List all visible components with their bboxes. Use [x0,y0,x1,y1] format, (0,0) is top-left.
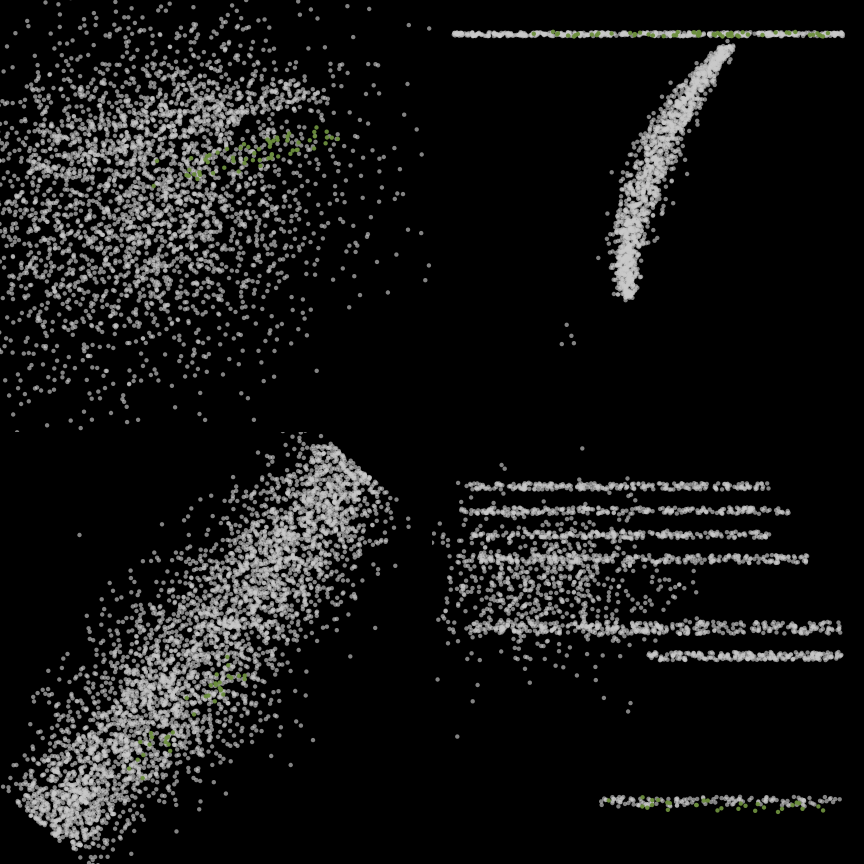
panel-bottom-right [432,432,864,864]
scatter-svg-bottom-left [0,432,432,864]
series-background [0,0,432,432]
panel-bottom-left [0,432,432,864]
scatter-svg-top-left [0,0,432,432]
panel-top-right [432,0,864,432]
scatter-svg-bottom-right [432,432,864,864]
scatter-svg-top-right [432,0,864,432]
series-background [0,432,411,864]
series-background [432,446,844,808]
series-background [452,30,845,346]
scatter-grid [0,0,864,864]
panel-top-left [0,0,432,432]
